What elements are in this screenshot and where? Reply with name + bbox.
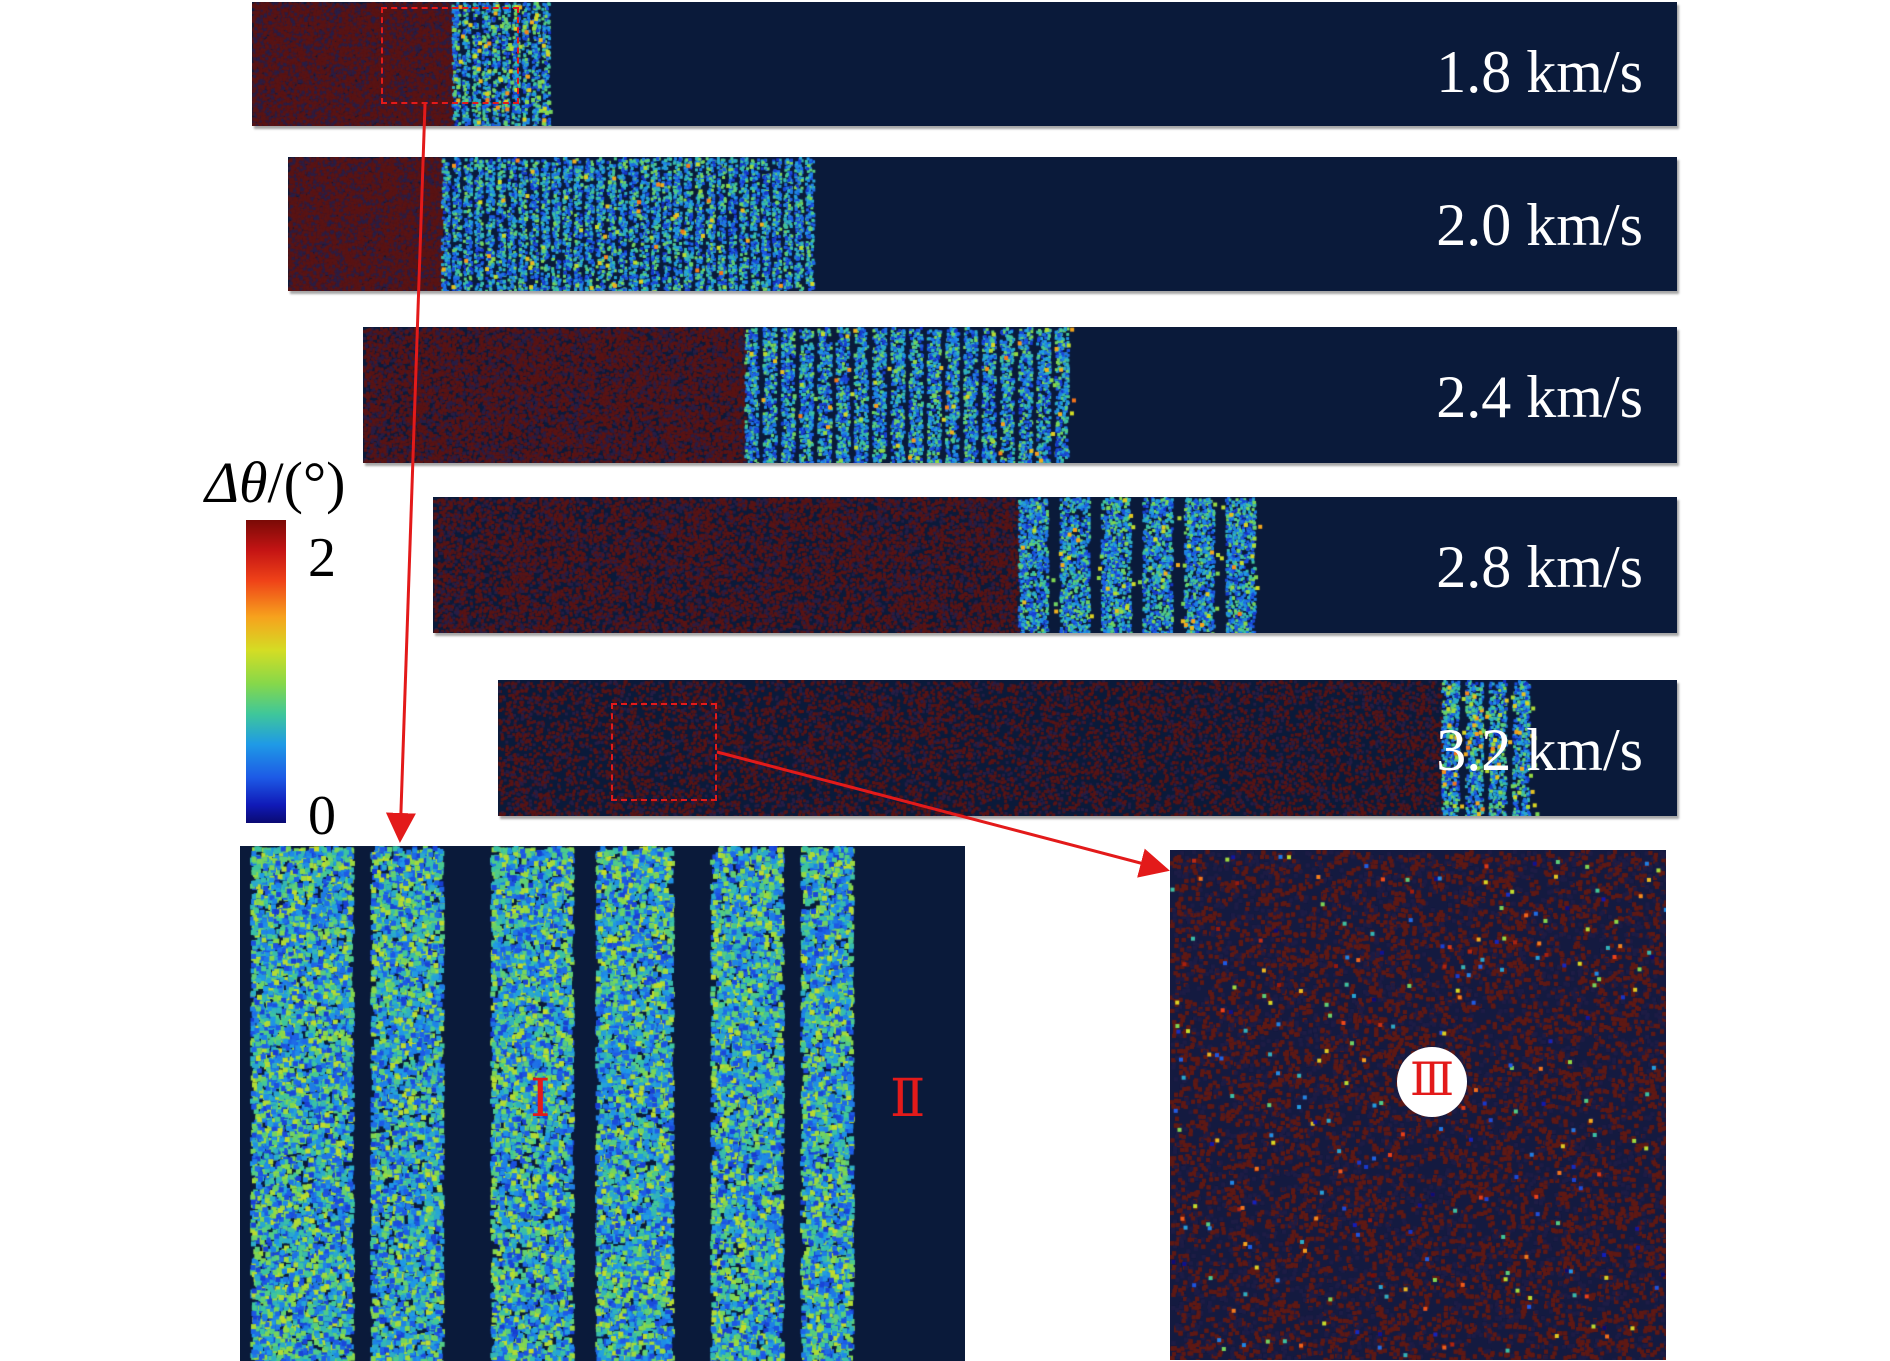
strip-2-4-field (363, 327, 1677, 463)
arrow-to-right-panel (716, 750, 1170, 878)
strip-2-8: 2.8 km/s (433, 497, 1677, 633)
colorbar-min-label: 0 (308, 785, 336, 847)
colorbar-title-symbol: Δθ (205, 450, 268, 515)
strip-1-8-label: 1.8 km/s (1436, 39, 1643, 105)
strip-2-8-label: 2.8 km/s (1436, 534, 1643, 600)
zoom-box-1-8 (381, 7, 519, 104)
zoom-panel-left-field (240, 846, 965, 1361)
strip-2-8-field (433, 497, 1677, 633)
strip-1-8: 1.8 km/s (252, 2, 1677, 126)
strip-2-4: 2.4 km/s (363, 327, 1677, 463)
region-label-1: Ⅰ (530, 1071, 551, 1128)
strip-2-0: 2.0 km/s (288, 157, 1677, 291)
strip-1-8-field (252, 2, 1677, 126)
strip-2-4-label: 2.4 km/s (1436, 364, 1643, 430)
strip-2-0-label: 2.0 km/s (1436, 192, 1643, 258)
strip-3-2: 3.2 km/s (498, 680, 1677, 816)
region-label-2: Ⅱ (890, 1071, 926, 1128)
colorbar (246, 520, 286, 823)
colorbar-title-unit: /(°) (267, 450, 346, 515)
region-label-3-badge: Ⅲ (1397, 1047, 1467, 1117)
colorbar-title: Δθ/(°) (205, 454, 345, 512)
region-label-3: Ⅲ (1409, 1054, 1455, 1105)
zoom-box-3-2 (611, 703, 717, 801)
colorbar-max-label: 2 (308, 527, 336, 589)
arrow-to-left-panel (385, 103, 427, 843)
zoom-panel-left (240, 846, 965, 1361)
strip-2-0-field (288, 157, 1677, 291)
strip-3-2-label: 3.2 km/s (1436, 717, 1643, 783)
strip-3-2-field (498, 680, 1677, 816)
